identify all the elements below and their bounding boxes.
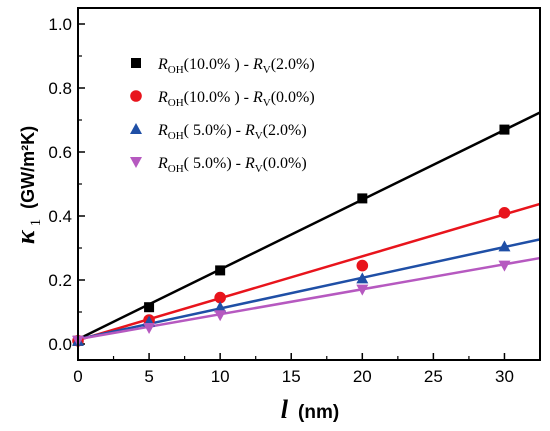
y-tick-label: 1.0 bbox=[48, 15, 72, 34]
legend-label: ROH(10.0% ) - RV(2.0%) bbox=[157, 56, 315, 76]
legend-marker bbox=[131, 58, 141, 68]
legend-label: ROH(10.0% ) - RV(0.0%) bbox=[157, 89, 315, 109]
fit-line bbox=[77, 256, 541, 341]
x-tick-label: 20 bbox=[353, 367, 372, 386]
data-point bbox=[356, 272, 369, 284]
x-tick-label: 15 bbox=[282, 367, 301, 386]
legend-label: ROH( 5.0%) - RV(2.0%) bbox=[157, 122, 307, 142]
x-axis-symbol: l bbox=[281, 395, 289, 424]
data-point bbox=[215, 265, 226, 276]
x-tick-label: 10 bbox=[211, 367, 230, 386]
fit-line bbox=[77, 111, 541, 341]
data-point bbox=[214, 291, 226, 304]
y-tick-label: 0.8 bbox=[48, 79, 72, 98]
x-tick-label: 0 bbox=[73, 367, 82, 386]
x-axis-label: l (nm) bbox=[281, 395, 339, 424]
y-tick-label: 0.6 bbox=[48, 143, 72, 162]
data-point bbox=[214, 310, 227, 322]
legend: ROH(10.0% ) - RV(2.0%) ROH(10.0% ) - RV(0… bbox=[130, 56, 315, 175]
fit-line bbox=[77, 202, 541, 342]
data-point bbox=[356, 259, 369, 272]
data-point bbox=[356, 284, 369, 296]
legend-marker bbox=[130, 90, 142, 102]
data-point bbox=[357, 193, 368, 204]
x-tick-label: 5 bbox=[144, 367, 153, 386]
data-point bbox=[499, 124, 510, 135]
legend-marker bbox=[130, 157, 142, 168]
fit-line bbox=[77, 238, 541, 341]
y-tick-label: 0.2 bbox=[48, 271, 72, 290]
y-axis-symbol: κ bbox=[11, 229, 40, 244]
x-tick-label: 30 bbox=[495, 367, 514, 386]
y-axis-label: κ 1 (GW/m²K) bbox=[11, 126, 44, 244]
x-axis-unit: (nm) bbox=[298, 402, 339, 423]
x-tick-label: 25 bbox=[424, 367, 443, 386]
data-point bbox=[214, 301, 227, 313]
y-axis-subscript: 1 bbox=[28, 219, 44, 227]
legend-label: ROH( 5.0%) - RV(0.0%) bbox=[157, 155, 307, 175]
y-axis-unit: (GW/m²K) bbox=[18, 126, 38, 209]
legend-marker bbox=[130, 123, 142, 134]
y-tick-label: 0.4 bbox=[48, 207, 72, 226]
data-point bbox=[498, 240, 511, 252]
data-point bbox=[143, 323, 156, 334]
data-point bbox=[144, 302, 155, 313]
data-point bbox=[498, 260, 511, 272]
y-tick-label: 0.0 bbox=[48, 335, 72, 354]
plot-frame bbox=[77, 7, 541, 361]
data-point bbox=[498, 207, 511, 219]
